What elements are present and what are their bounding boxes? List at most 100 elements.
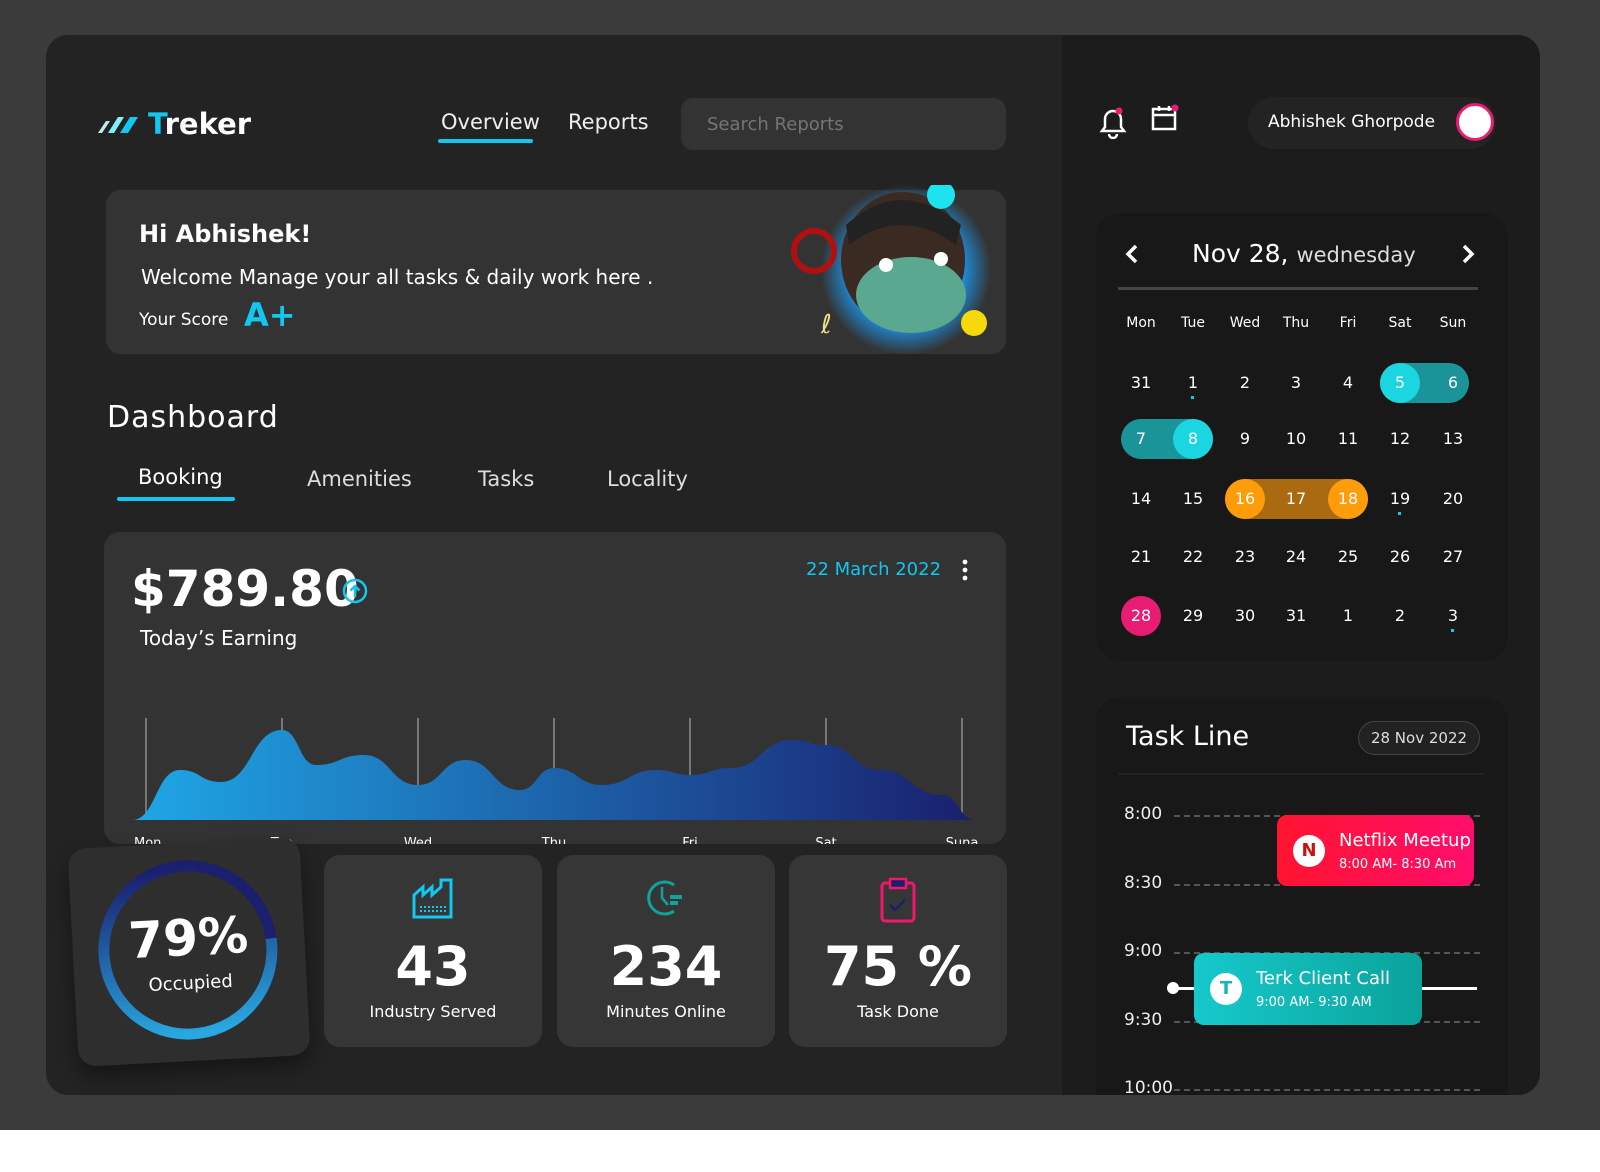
clock-icon xyxy=(647,880,682,916)
calendar-day[interactable]: 21 xyxy=(1130,547,1152,566)
weekday-label: Sat xyxy=(1388,315,1412,331)
event-netflix-meetup[interactable]: N Netflix Meetup 8:00 AM- 8:30 Am xyxy=(1277,815,1474,886)
time-label: 8:00 xyxy=(1124,804,1163,824)
calendar-title: Nov 28, wednesday xyxy=(1192,239,1416,268)
stat-label: Industry Served xyxy=(369,1002,497,1021)
calendar-day[interactable]: 26 xyxy=(1389,547,1411,566)
x-tick-label: Thu xyxy=(541,836,566,844)
calendar-card: Nov 28, wednesday Mon Tue Wed Thu Fri Sat Sun 3… xyxy=(1096,213,1508,661)
tab-booking[interactable]: Booking xyxy=(138,465,223,489)
calendar-day[interactable]: 24 xyxy=(1285,547,1307,566)
calendar-day[interactable]: 31 xyxy=(1285,606,1307,625)
svg-text:ℓ: ℓ xyxy=(820,310,832,340)
earning-card: $789.80 Today’s Earning 22 March 2022 Mo… xyxy=(104,532,1006,844)
calendar-day[interactable]: 1 xyxy=(1342,606,1354,625)
calendar-day[interactable]: 29 xyxy=(1182,606,1204,625)
occupancy-ring xyxy=(98,860,278,1040)
event-dot xyxy=(1191,396,1194,399)
tab-amenities[interactable]: Amenities xyxy=(307,467,412,491)
search-input[interactable] xyxy=(681,98,1006,150)
calendar-day[interactable]: 2 xyxy=(1394,606,1406,625)
calendar-icon[interactable] xyxy=(1150,103,1180,133)
event-title: Netflix Meetup xyxy=(1339,829,1471,851)
score-value: A+ xyxy=(244,296,296,334)
calendar-day[interactable]: 8 xyxy=(1173,419,1213,459)
chevron-right-icon[interactable] xyxy=(1460,243,1476,265)
calendar-day[interactable]: 6 xyxy=(1447,373,1459,392)
tab-locality[interactable]: Locality xyxy=(607,467,688,491)
event-text: Netflix Meetup 8:00 AM- 8:30 Am xyxy=(1339,830,1471,872)
calendar-day[interactable]: 18 xyxy=(1328,479,1368,519)
taskline-divider xyxy=(1118,773,1484,775)
earning-amount: $789.80 xyxy=(131,560,359,618)
calendar-day[interactable]: 3 xyxy=(1433,596,1473,636)
calendar-day[interactable]: 22 xyxy=(1182,547,1204,566)
occupancy-progress xyxy=(98,860,278,1040)
calendar-day[interactable]: 23 xyxy=(1234,547,1256,566)
calendar-day[interactable]: 1 xyxy=(1173,363,1213,403)
weekday-label: Thu xyxy=(1282,315,1310,331)
event-dot xyxy=(1451,629,1454,632)
calendar-day[interactable]: 17 xyxy=(1285,489,1307,508)
stat-label: Task Done xyxy=(857,1002,939,1021)
calendar-day[interactable]: 2 xyxy=(1239,373,1251,392)
calendar-day[interactable]: 19 xyxy=(1380,479,1420,519)
stat-label: Minutes Online xyxy=(606,1002,726,1021)
event-time: 8:00 AM- 8:30 Am xyxy=(1339,856,1457,872)
clipboard-icon xyxy=(880,877,916,923)
logo[interactable]: Treker xyxy=(98,107,251,141)
chevron-left-icon[interactable] xyxy=(1124,243,1140,265)
time-label: 8:30 xyxy=(1124,873,1163,893)
calendar-date: Nov 28, xyxy=(1192,239,1289,268)
time-gridline xyxy=(1174,1089,1480,1091)
event-time: 9:00 AM- 9:30 AM xyxy=(1256,995,1372,1010)
more-options-icon[interactable] xyxy=(959,558,971,582)
calendar-day[interactable]: 20 xyxy=(1442,489,1464,508)
weekday-label: Wed xyxy=(1229,315,1261,331)
logo-text: reker xyxy=(164,107,252,141)
taskline-timeline: 8:00 8:30 9:00 9:30 10:00 N Netflix Meetup 8:00… xyxy=(1124,697,1508,1095)
tab-tasks[interactable]: Tasks xyxy=(478,467,535,491)
nav-reports[interactable]: Reports xyxy=(568,110,649,134)
user-profile-button[interactable]: Abhishek Ghorpode xyxy=(1248,97,1496,149)
calendar-day[interactable]: 11 xyxy=(1337,429,1359,448)
event-text: Terk Client Call 9:00 AM- 9:30 AM xyxy=(1256,968,1390,1010)
bottom-strip xyxy=(0,1130,1600,1172)
welcome-message: Welcome Manage your all tasks & daily wo… xyxy=(141,265,654,289)
event-terk-client-call[interactable]: T Terk Client Call 9:00 AM- 9:30 AM xyxy=(1194,953,1422,1025)
right-panel: Abhishek Ghorpode Nov 28, wednesday Mon T… xyxy=(1062,35,1540,1095)
greeting: Hi Abhishek! xyxy=(139,220,312,248)
weekday-label: Tue xyxy=(1181,315,1205,331)
calendar-day[interactable]: 3 xyxy=(1290,373,1302,392)
calendar-day[interactable]: 7 xyxy=(1135,429,1147,448)
nav-overview[interactable]: Overview xyxy=(441,110,540,134)
calendar-day[interactable]: 10 xyxy=(1285,429,1307,448)
logo-letter: T xyxy=(148,107,165,141)
earning-area-chart: MonTueWedThuFriSatSuna xyxy=(132,718,978,844)
calendar-day: wednesday xyxy=(1296,243,1416,267)
stat-value: 75 % xyxy=(823,935,973,998)
calendar-day[interactable]: 27 xyxy=(1442,547,1464,566)
stat-value: 43 xyxy=(395,935,471,998)
calendar-day[interactable]: 9 xyxy=(1239,429,1251,448)
calendar-day[interactable]: 13 xyxy=(1442,429,1464,448)
nav-active-indicator xyxy=(438,139,533,143)
user-avatar[interactable] xyxy=(1456,103,1494,141)
calendar-day[interactable]: 30 xyxy=(1234,606,1256,625)
calendar-day[interactable]: 16 xyxy=(1225,479,1265,519)
current-time-marker xyxy=(1167,982,1179,994)
dashboard-title: Dashboard xyxy=(107,400,279,435)
calendar-day[interactable]: 14 xyxy=(1130,489,1152,508)
bell-icon[interactable] xyxy=(1096,105,1130,139)
calendar-day[interactable]: 25 xyxy=(1337,547,1359,566)
calendar-day[interactable]: 5 xyxy=(1380,363,1420,403)
calendar-day[interactable]: 15 xyxy=(1182,489,1204,508)
taskline-date[interactable]: 28 Nov 2022 xyxy=(1358,721,1480,755)
calendar-day[interactable]: 28 xyxy=(1121,596,1161,636)
event-initial-icon: T xyxy=(1210,973,1242,1005)
calendar-day[interactable]: 31 xyxy=(1130,373,1152,392)
calendar-day[interactable]: 4 xyxy=(1342,373,1354,392)
calendar-day[interactable]: 12 xyxy=(1389,429,1411,448)
earning-label: Today’s Earning xyxy=(140,626,298,650)
earning-date[interactable]: 22 March 2022 xyxy=(806,559,942,580)
